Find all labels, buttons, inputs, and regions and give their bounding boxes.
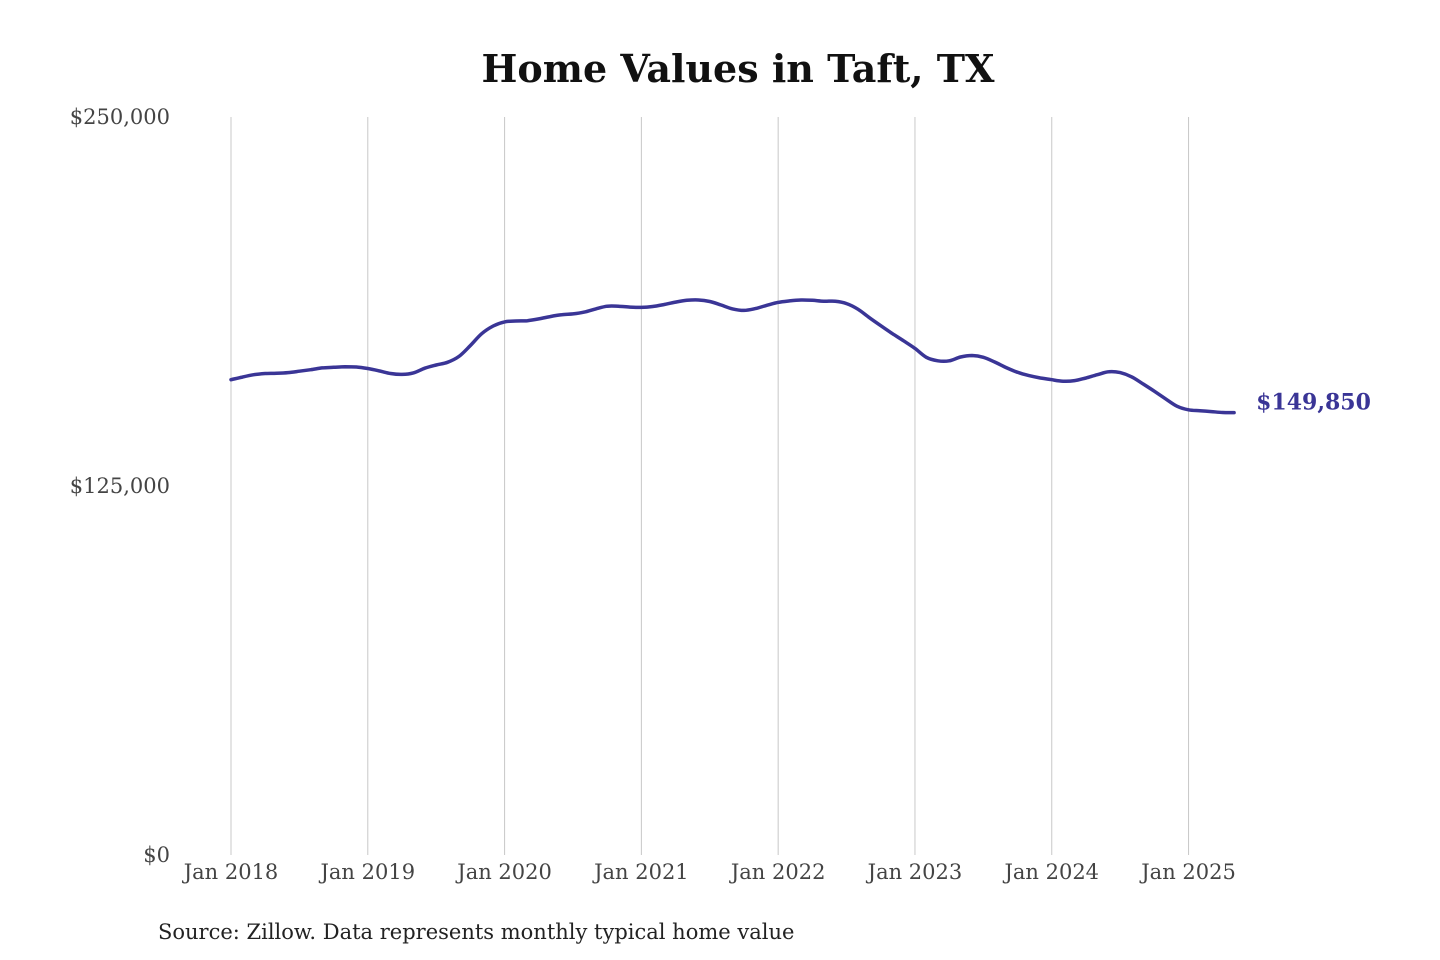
y-tick-label: $0	[143, 843, 170, 867]
x-axis-ticks: Jan 2018 Jan 2019 Jan 2020 Jan 2021 Jan 2022…	[182, 860, 1236, 884]
gridlines	[230, 117, 1190, 855]
series-layer: $149,850	[229, 298, 1371, 416]
source-note: Source: Zillow. Data represents monthly …	[158, 920, 794, 944]
x-tick-label: Jan 2024	[1002, 860, 1099, 884]
x-tick-label: Jan 2019	[318, 860, 415, 884]
y-tick-label: $125,000	[70, 474, 170, 498]
series-line-0	[229, 298, 1236, 415]
x-tick-label: Jan 2020	[455, 860, 552, 884]
x-tick-label: Jan 2023	[866, 860, 963, 884]
chart-title: Home Values in Taft, TX	[481, 46, 995, 91]
y-tick-label: $250,000	[70, 105, 170, 129]
x-tick-label: Jan 2022	[729, 860, 826, 884]
x-tick-label: Jan 2021	[592, 860, 689, 884]
y-axis-ticks: $250,000 $125,000 $0	[70, 105, 170, 867]
x-tick-label: Jan 2025	[1139, 860, 1236, 884]
series-end-value-label: $149,850	[1256, 390, 1371, 416]
x-tick-label: Jan 2018	[182, 860, 279, 884]
